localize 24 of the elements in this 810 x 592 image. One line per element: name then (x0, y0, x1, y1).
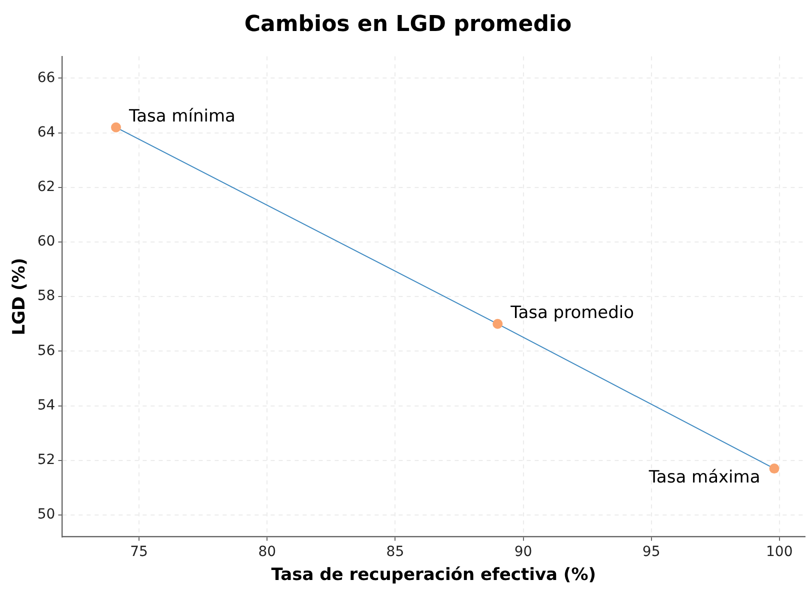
x-tick-label: 85 (386, 544, 404, 560)
y-tick-label: 56 (37, 342, 56, 359)
x-axis-title: Tasa de recuperación efectiva (%) (271, 565, 596, 586)
y-tick-label: 58 (37, 288, 56, 304)
y-tick-label: 54 (37, 397, 56, 414)
y-tick-label: 66 (37, 70, 56, 86)
x-tick-label: 75 (130, 544, 148, 560)
point (769, 464, 780, 474)
point (492, 318, 503, 329)
y-tick-label: 64 (37, 124, 56, 140)
y-tick-label: 60 (37, 234, 56, 250)
annotation: Tasa máxima (648, 468, 760, 488)
annotation: Tasa promedio (510, 302, 634, 323)
x-tick-label: 100 (766, 544, 793, 560)
y-tick-label: 62 (37, 179, 56, 196)
annotation: Tasa mínima (128, 106, 236, 126)
y-axis-title: LGD (%) (10, 258, 30, 336)
x-tick-label: 90 (514, 544, 532, 560)
chart-title: Cambios en LGD promedio (244, 12, 572, 37)
y-tick-label: 50 (37, 506, 56, 523)
x-tick-label: 80 (258, 544, 276, 560)
y-tick-label: 52 (37, 452, 56, 468)
point (111, 122, 122, 132)
x-tick-label: 95 (642, 544, 660, 560)
